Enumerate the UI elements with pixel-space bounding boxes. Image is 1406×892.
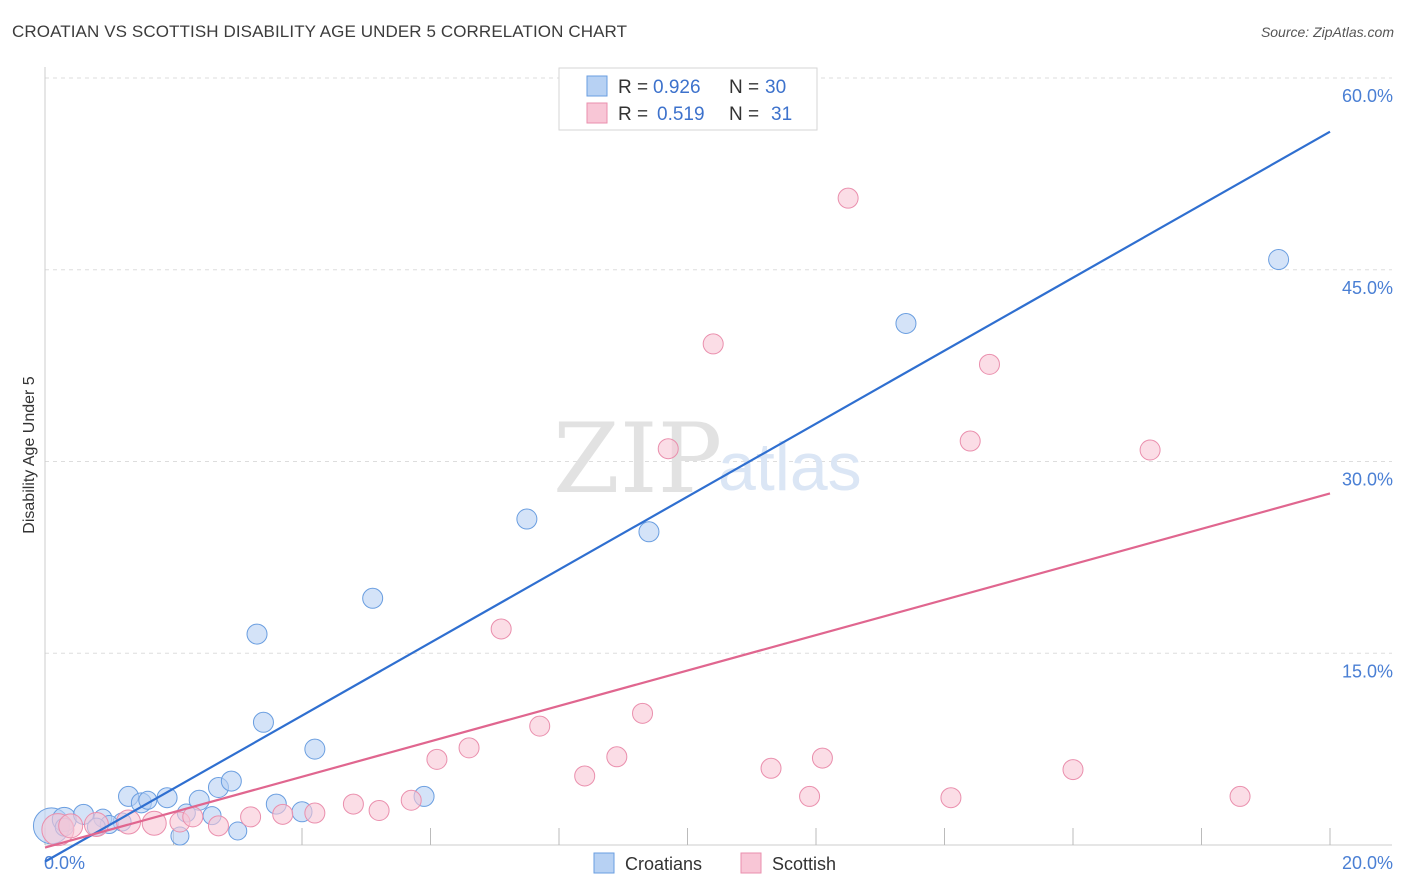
croatians-trend-line [44, 130, 1331, 863]
watermark-atlas-text: atlas [718, 429, 862, 505]
croatians-point [252, 711, 274, 733]
chart-source: Source: ZipAtlas.com [1260, 24, 1394, 40]
scottish-point [657, 438, 679, 460]
scottish-point [240, 806, 262, 828]
scottish-point [959, 430, 981, 452]
scottish-point [272, 803, 294, 825]
scottish-point [141, 810, 167, 836]
series-croatians-points [32, 249, 1290, 846]
scottish-point [426, 748, 448, 770]
scottish-point [574, 765, 596, 787]
scottish-point [1229, 785, 1251, 807]
scottish-point [207, 815, 229, 837]
watermark-zip-text: ZIP [553, 403, 722, 515]
legend-n-value-scottish: 31 [771, 104, 792, 125]
axes [44, 67, 1392, 846]
scottish-point [799, 785, 821, 807]
scottish-point [811, 747, 833, 769]
croatians-point [362, 587, 384, 609]
trend-lines [44, 130, 1331, 863]
scottish-point [529, 715, 551, 737]
croatians-point [304, 738, 326, 760]
legend-r-label-croatians: R = [618, 77, 648, 98]
scottish-point [632, 702, 654, 724]
croatians-point [228, 821, 248, 841]
scottish-point [978, 353, 1000, 375]
croatians-point [638, 521, 660, 543]
y-tick-label: 45.0% [1342, 278, 1393, 298]
y-tick-label: 15.0% [1342, 661, 1393, 681]
x-tick-label-max: 20.0% [1342, 853, 1393, 873]
bottom-legend-swatch-croatians [593, 852, 615, 874]
scottish-point [940, 787, 962, 809]
bottom-legend-label-croatians: Croatians [625, 854, 702, 874]
legend-r-label-scottish: R = [618, 104, 648, 125]
scottish-point [58, 813, 84, 839]
scottish-point [760, 757, 782, 779]
grid-lines [45, 77, 1392, 654]
scottish-point [400, 789, 422, 811]
series-scottish-points [41, 187, 1251, 847]
y-axis-label: Disability Age Under 5 [21, 376, 38, 534]
scottish-point [1062, 759, 1084, 781]
bottom-legend-swatch-scottish [740, 852, 762, 874]
scottish-point [606, 746, 628, 768]
scottish-point [1139, 439, 1161, 461]
scottish-point [304, 802, 326, 824]
scottish-point [702, 333, 724, 355]
croatians-point [895, 312, 917, 334]
croatians-point [1268, 249, 1290, 271]
legend-n-value-croatians: 30 [765, 77, 786, 98]
legend-swatch-scottish [586, 102, 608, 124]
bottom-legend-label-scottish: Scottish [772, 854, 836, 874]
legend-r-value-scottish: 0.519 [657, 104, 705, 125]
watermark: ZIP atlas [553, 403, 862, 515]
y-tick-label: 60.0% [1342, 86, 1393, 106]
scottish-point [368, 799, 390, 821]
bottom-legend: Croatians Scottish [593, 852, 836, 874]
croatians-point [156, 787, 178, 809]
legend-n-label-croatians: N = [729, 77, 759, 98]
legend-box: R = 0.926 N = 30 R = 0.519 N = 31 [558, 67, 818, 131]
legend-swatch-croatians [586, 75, 608, 97]
chart-title: CROATIAN VS SCOTTISH DISABILITY AGE UNDE… [12, 22, 628, 41]
y-tick-labels: 15.0% 30.0% 45.0% 60.0% [1342, 86, 1393, 681]
legend-r-value-croatians: 0.926 [653, 77, 701, 98]
scottish-point [458, 737, 480, 759]
legend-n-label-scottish: N = [729, 104, 759, 125]
scottish-point [342, 793, 364, 815]
scottish-point [490, 618, 512, 640]
x-tick-label-min: 0.0% [44, 853, 85, 873]
croatians-point [516, 508, 538, 530]
croatians-point [220, 770, 242, 792]
y-tick-label: 30.0% [1342, 470, 1393, 490]
croatians-point [246, 623, 268, 645]
scottish-point [837, 187, 859, 209]
scottish-trend-line [44, 492, 1331, 849]
